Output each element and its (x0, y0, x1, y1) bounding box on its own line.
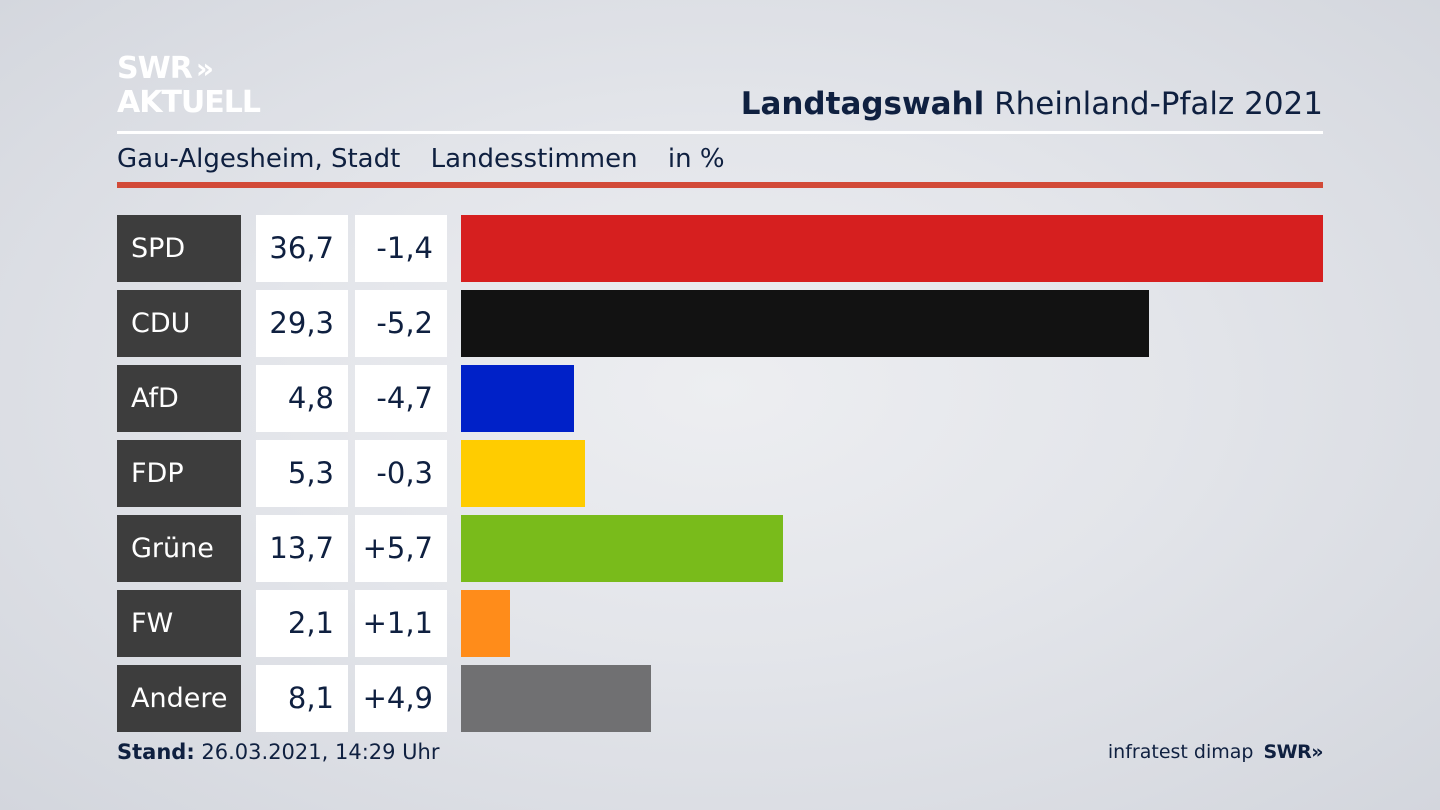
chart-row: FW 2,1 +1,1 (117, 590, 1323, 657)
party-label: SPD (117, 215, 241, 282)
value-label: 4,8 (256, 365, 348, 432)
bar (461, 590, 510, 657)
chart-row: FDP 5,3 -0,3 (117, 440, 1323, 507)
timestamp: Stand: 26.03.2021, 14:29 Uhr (117, 740, 440, 764)
subtitle-unit: in % (667, 144, 725, 174)
bar (461, 215, 1323, 282)
source-text: infratest dimap (1107, 741, 1254, 763)
chart-row: CDU 29,3 -5,2 (117, 290, 1323, 357)
stand-label: Stand: (117, 740, 195, 764)
chart-row: AfD 4,8 -4,7 (117, 365, 1323, 432)
diff-label: -1,4 (355, 215, 447, 282)
diff-label: +5,7 (355, 515, 447, 582)
chart-row: Andere 8,1 +4,9 (117, 665, 1323, 732)
logo-chevron-icon: » (195, 52, 214, 85)
bar (461, 440, 585, 507)
footer-swr-logo: SWR» (1263, 741, 1323, 763)
subtitle-type: Landesstimmen (430, 144, 638, 174)
party-label: Grüne (117, 515, 241, 582)
diff-label: -4,7 (355, 365, 447, 432)
title-rest: Rheinland-Pfalz 2021 (984, 86, 1323, 122)
chart-row: Grüne 13,7 +5,7 (117, 515, 1323, 582)
chart-title: Landtagswahl Rheinland-Pfalz 2021 (741, 86, 1323, 122)
party-label: AfD (117, 365, 241, 432)
title-divider (117, 131, 1323, 134)
source-credit: infratest dimap SWR» (1107, 741, 1324, 763)
logo-swr-text: SWR (117, 51, 193, 86)
swr-aktuell-logo: SWR» AKTUELL (117, 51, 261, 120)
value-label: 29,3 (256, 290, 348, 357)
value-label: 36,7 (256, 215, 348, 282)
diff-label: +1,1 (355, 590, 447, 657)
chart-subtitle: Gau-Algesheim, Stadt Landesstimmen in % (117, 144, 747, 174)
party-label: Andere (117, 665, 241, 732)
title-bold: Landtagswahl (740, 86, 985, 122)
subtitle-place: Gau-Algesheim, Stadt (117, 144, 401, 174)
value-label: 13,7 (256, 515, 348, 582)
subtitle-divider (117, 182, 1323, 188)
party-label: FW (117, 590, 241, 657)
value-label: 5,3 (256, 440, 348, 507)
diff-label: +4,9 (355, 665, 447, 732)
value-label: 2,1 (256, 590, 348, 657)
stand-value: 26.03.2021, 14:29 Uhr (194, 740, 440, 764)
chart-row: SPD 36,7 -1,4 (117, 215, 1323, 282)
value-label: 8,1 (256, 665, 348, 732)
diff-label: -5,2 (355, 290, 447, 357)
party-label: FDP (117, 440, 241, 507)
bar (461, 665, 651, 732)
bar (461, 365, 574, 432)
party-label: CDU (117, 290, 241, 357)
bar (461, 290, 1149, 357)
logo-aktuell-text: AKTUELL (117, 85, 261, 120)
bar (461, 515, 783, 582)
diff-label: -0,3 (355, 440, 447, 507)
